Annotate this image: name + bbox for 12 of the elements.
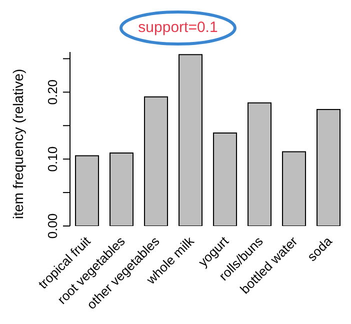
bar	[213, 132, 238, 226]
y-tick-label: 0.00	[45, 213, 60, 239]
y-tick-label: 0.20	[45, 80, 60, 105]
bar	[178, 54, 203, 226]
bar	[110, 152, 134, 226]
bar	[316, 109, 341, 226]
y-tick-label: 0.10	[45, 146, 60, 172]
bar	[248, 102, 272, 226]
y-axis-title: item frequency (relative)	[10, 68, 26, 219]
bar	[282, 151, 306, 226]
bar	[144, 96, 168, 226]
bar	[75, 155, 100, 226]
